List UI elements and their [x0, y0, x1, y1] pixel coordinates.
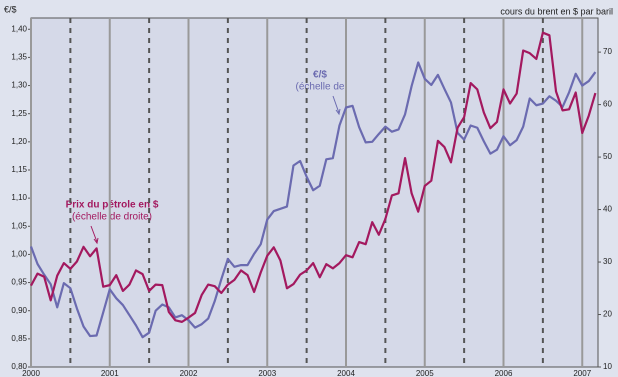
y-tick-label: 1,20 — [11, 137, 27, 146]
series-label: Prix du pétrole en $ — [66, 200, 159, 211]
y-tick-label: 1,35 — [11, 53, 27, 62]
x-tick-label: 2007 — [573, 369, 591, 377]
y-tick-label: 0,80 — [11, 362, 27, 371]
y2-tick-label: 60 — [603, 100, 612, 109]
series-line — [29, 61, 597, 339]
annotation: (échelle de — [296, 82, 345, 93]
arrow-head — [93, 237, 99, 245]
y2-tick-label: 30 — [603, 257, 612, 266]
annotation: (échelle de droite) — [72, 212, 152, 223]
x-tick-label: 2004 — [337, 369, 355, 377]
arrow — [332, 95, 340, 114]
y2-tick-label: 70 — [603, 47, 612, 56]
x-tick-label: 2006 — [495, 369, 513, 377]
arrow — [90, 225, 98, 243]
y2-tick-label: 40 — [603, 205, 612, 214]
y-tick-label: 0,95 — [11, 278, 27, 287]
y-tick-label: 0,85 — [11, 334, 27, 343]
series-label: €/$ — [313, 70, 327, 81]
y-tick-label: 1,15 — [11, 165, 27, 174]
y-tick-label: 1,40 — [11, 24, 27, 33]
x-tick-label: 2000 — [22, 369, 40, 377]
y2-tick-label: 10 — [603, 362, 612, 371]
x-tick-label: 2001 — [101, 369, 119, 377]
y-axis-label: €/$ — [4, 4, 17, 14]
y2-axis-label: cours du brent en $ par baril — [500, 6, 613, 16]
y-tick-label: 1,25 — [11, 109, 27, 118]
arrow-head — [335, 108, 341, 116]
x-tick-label: 2002 — [180, 369, 198, 377]
y2-tick-label: 50 — [603, 152, 612, 161]
y-tick-label: 1,30 — [11, 81, 27, 90]
y-tick-label: 1,05 — [11, 221, 27, 230]
series-line — [30, 31, 597, 323]
y-tick-label: 0,90 — [11, 306, 27, 315]
x-tick-label: 2003 — [258, 369, 276, 377]
y-tick-label: 1,10 — [11, 193, 27, 202]
x-tick-label: 2005 — [416, 369, 434, 377]
y-tick-label: 1,00 — [11, 250, 27, 259]
y2-tick-label: 20 — [603, 310, 612, 319]
